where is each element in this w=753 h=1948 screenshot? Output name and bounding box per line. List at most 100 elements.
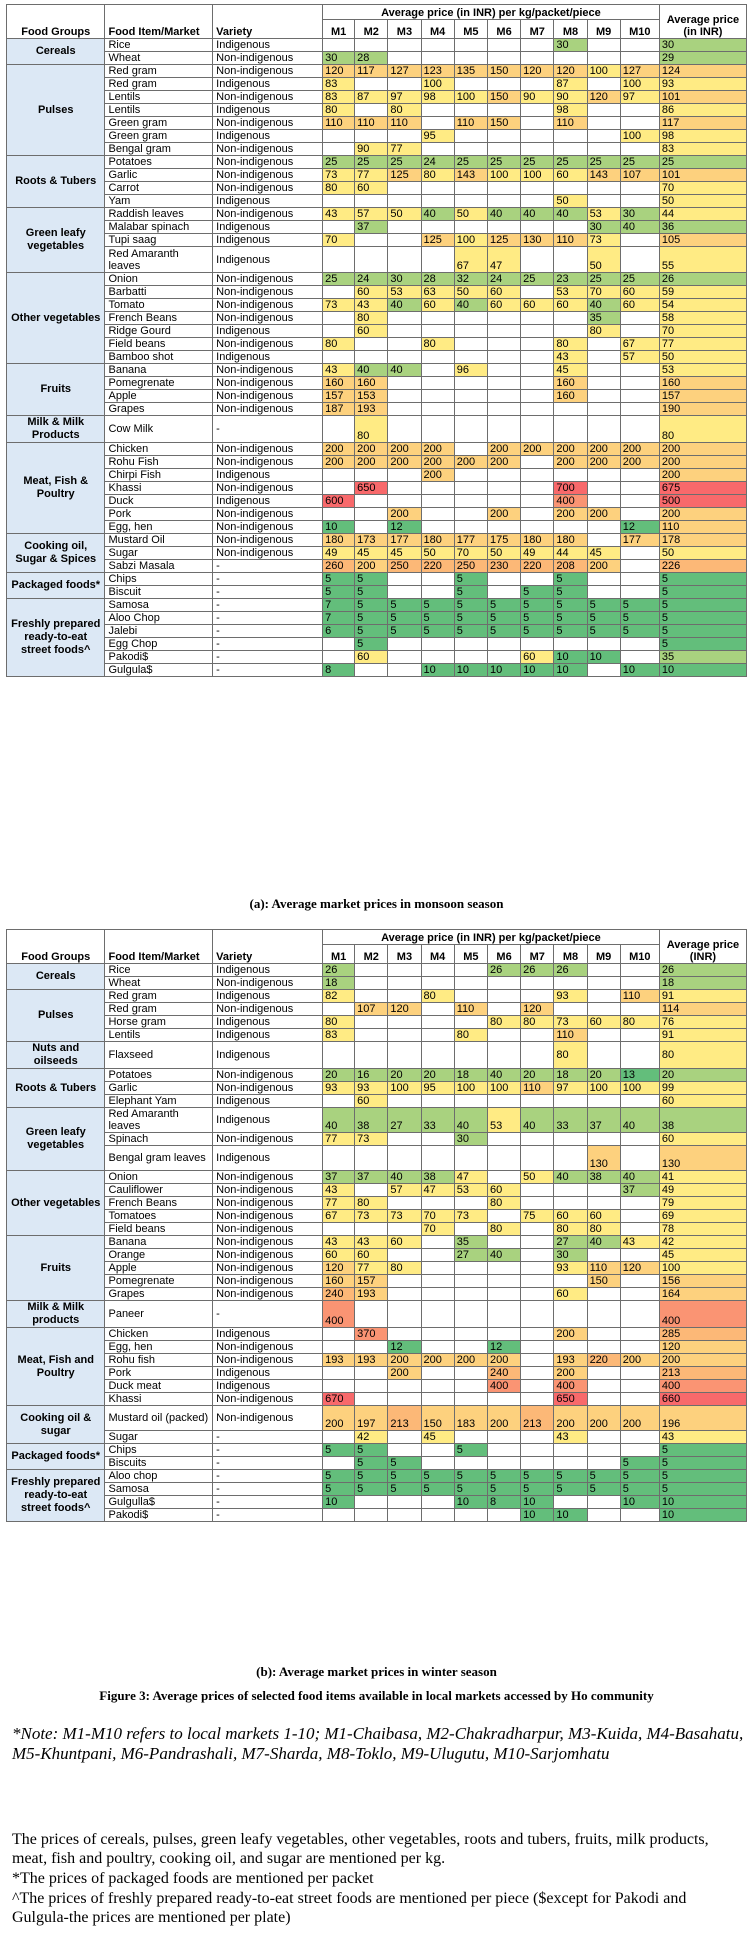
- price-cell: [520, 989, 555, 1003]
- price-cell: [520, 1094, 555, 1108]
- price-cell: 67: [619, 337, 660, 351]
- average-price-cell: 5: [658, 611, 748, 625]
- price-cell: [486, 194, 522, 208]
- price-cell: 5: [553, 585, 588, 599]
- price-cell: 5: [486, 1482, 522, 1496]
- price-cell: [420, 1456, 455, 1470]
- price-cell: [586, 1340, 621, 1354]
- variety-cell: Indigenous: [212, 1379, 324, 1393]
- price-cell: [453, 1015, 488, 1029]
- variety-cell: Non-indigenous: [212, 298, 324, 312]
- price-cell: 180: [420, 533, 455, 547]
- average-price-cell: 41: [658, 1170, 748, 1184]
- price-cell: [520, 415, 555, 443]
- price-cell: [387, 1222, 422, 1236]
- food-item-cell: Green gram: [104, 129, 214, 143]
- price-cell: [586, 402, 621, 416]
- price-cell: 100: [453, 233, 488, 247]
- price-cell: 200: [619, 442, 660, 456]
- price-cell: 50: [586, 246, 621, 273]
- price-cell: 80: [520, 1015, 555, 1029]
- header-food-item: Food Item/Market: [104, 929, 214, 964]
- header-market: M5: [453, 944, 488, 964]
- price-cell: 5: [354, 611, 389, 625]
- price-cell: 80: [322, 337, 356, 351]
- variety-cell: -: [212, 1300, 324, 1328]
- price-cell: 5: [520, 1469, 555, 1483]
- food-item-cell: Red gram: [104, 64, 214, 78]
- price-cell: [586, 389, 621, 403]
- variety-cell: Non-indigenous: [212, 1132, 324, 1146]
- price-cell: 5: [619, 1469, 660, 1483]
- price-cell: 25: [520, 272, 555, 286]
- header-market: M1: [322, 944, 356, 964]
- price-cell: [553, 129, 588, 143]
- price-cell: [322, 311, 356, 325]
- header-market: M8: [553, 19, 588, 39]
- price-cell: [520, 350, 555, 364]
- header-avg-title: Average price (in INR) per kg/packet/pie…: [322, 929, 660, 945]
- price-cell: [387, 1028, 422, 1042]
- variety-cell: Indigenous: [212, 194, 324, 208]
- price-cell: [453, 415, 488, 443]
- price-cell: 5: [486, 598, 522, 612]
- price-cell: [619, 1379, 660, 1393]
- price-cell: 80: [486, 1015, 522, 1029]
- header-market: M5: [453, 19, 488, 39]
- price-cell: 40: [486, 207, 522, 221]
- price-cell: [387, 1132, 422, 1146]
- price-cell: 87: [354, 90, 389, 104]
- average-price-cell: 114: [658, 1002, 748, 1016]
- price-cell: 77: [354, 1261, 389, 1275]
- price-cell: 25: [387, 155, 422, 169]
- price-cell: [619, 389, 660, 403]
- price-cell: [586, 1094, 621, 1108]
- price-cell: 93: [322, 1081, 356, 1095]
- average-price-cell: 5: [658, 1482, 748, 1496]
- average-price-cell: 120: [658, 1340, 748, 1354]
- price-cell: 44: [553, 546, 588, 560]
- price-cell: 650: [553, 1392, 588, 1406]
- food-item-cell: Cauliflower: [104, 1183, 214, 1197]
- table-row: Pulses Red gram Non-indigenous 120 117 127 123…: [5, 64, 748, 156]
- price-cell: 63: [420, 285, 455, 299]
- price-cell: 32: [453, 272, 488, 286]
- price-cell: [354, 1300, 389, 1328]
- price-cell: 25: [619, 155, 660, 169]
- price-cell: 18: [322, 976, 356, 990]
- food-item-cell: Onion: [104, 1170, 214, 1184]
- price-cell: 90: [553, 90, 588, 104]
- price-cell: [619, 363, 660, 377]
- price-cell: [486, 1287, 522, 1301]
- average-price-cell: 226: [658, 559, 748, 573]
- price-cell: 5: [586, 611, 621, 625]
- price-cell: [619, 1196, 660, 1210]
- price-cell: 40: [387, 363, 422, 377]
- price-cell: 220: [420, 559, 455, 573]
- price-cell: [420, 572, 455, 586]
- price-cell: [354, 989, 389, 1003]
- table-row: Wheat Non-indigenous 30 28 29: [7, 51, 748, 65]
- price-cell: [387, 51, 422, 65]
- price-cell: 97: [387, 90, 422, 104]
- price-cell: [586, 533, 621, 547]
- price-cell: [453, 129, 488, 143]
- price-cell: 47: [453, 1170, 488, 1184]
- table-row: Pakodi$ -60 60 10 10 35: [7, 650, 748, 664]
- price-cell: [486, 585, 522, 599]
- average-price-cell: 50: [658, 350, 748, 364]
- price-cell: [486, 494, 522, 508]
- price-cell: [453, 1392, 488, 1406]
- variety-cell: Non-indigenous: [212, 520, 324, 534]
- food-group-cell: Milk & Milk Products: [5, 415, 106, 443]
- header-market: M6: [486, 19, 522, 39]
- price-cell: [619, 103, 660, 117]
- price-cell: [322, 481, 356, 495]
- price-cell: 5: [354, 624, 389, 638]
- price-cell: 100: [486, 168, 522, 182]
- price-cell: 40: [354, 363, 389, 377]
- price-cell: 25: [354, 155, 389, 169]
- price-cell: 37: [354, 220, 389, 234]
- per-kg-note: The prices of cereals, pulses, green lea…: [12, 1831, 709, 1867]
- variety-cell: Non-indigenous: [212, 1353, 324, 1367]
